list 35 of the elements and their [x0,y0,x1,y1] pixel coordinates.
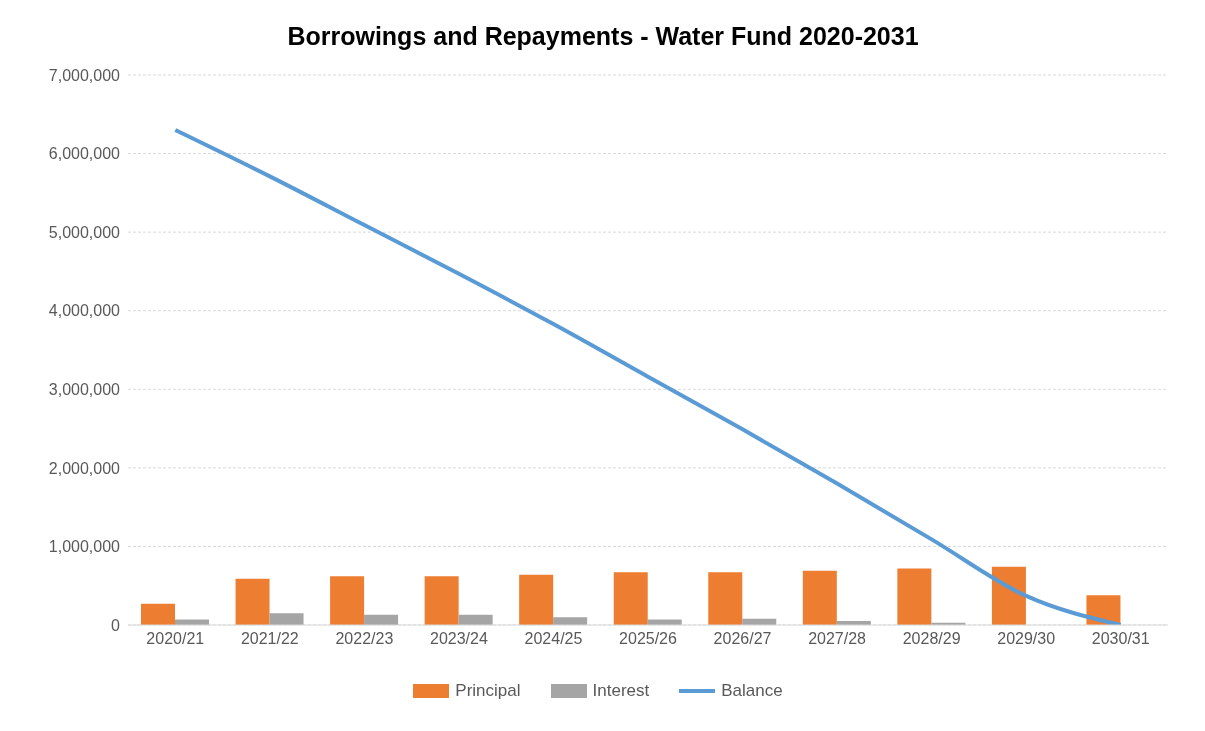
chart-title: Borrowings and Repayments - Water Fund 2020-2031 [286,22,920,51]
y-tick-label: 4,000,000 [48,302,121,320]
bar [235,578,270,625]
x-tick-label: 2024/25 [524,630,583,648]
x-tick-label: 2021/22 [240,630,299,648]
y-tick-label: 1,000,000 [48,538,121,556]
bar [991,566,1026,625]
x-tick-label: 2027/28 [808,630,867,648]
bar [708,572,743,625]
bar [269,613,304,625]
bar [613,572,648,625]
bar [424,576,459,625]
x-tick-label: 2030/31 [1091,630,1150,648]
bar [330,576,365,625]
x-tick-label: 2020/21 [146,630,205,648]
legend-label: Balance [721,681,783,701]
x-tick-label: 2022/23 [335,630,394,648]
y-tick-label: 6,000,000 [48,145,121,163]
x-tick-label: 2029/30 [997,630,1056,648]
bar [519,574,554,625]
y-tick-label: 7,000,000 [48,66,121,84]
y-tick-label: 3,000,000 [48,380,121,398]
x-tick-label: 2026/27 [713,630,772,648]
bar [141,603,175,625]
x-tick-label: 2028/29 [902,630,961,648]
legend-label: Principal [455,681,521,701]
legend-label: Interest [592,681,650,701]
bar [802,570,837,625]
x-tick-label: 2023/24 [429,630,488,648]
y-tick-label: 2,000,000 [48,459,121,477]
line-series [173,128,1123,625]
y-tick-label: 0 [111,616,121,634]
x-tick-label: 2025/26 [619,630,678,648]
bar [897,568,932,625]
y-tick-label: 5,000,000 [48,223,121,241]
